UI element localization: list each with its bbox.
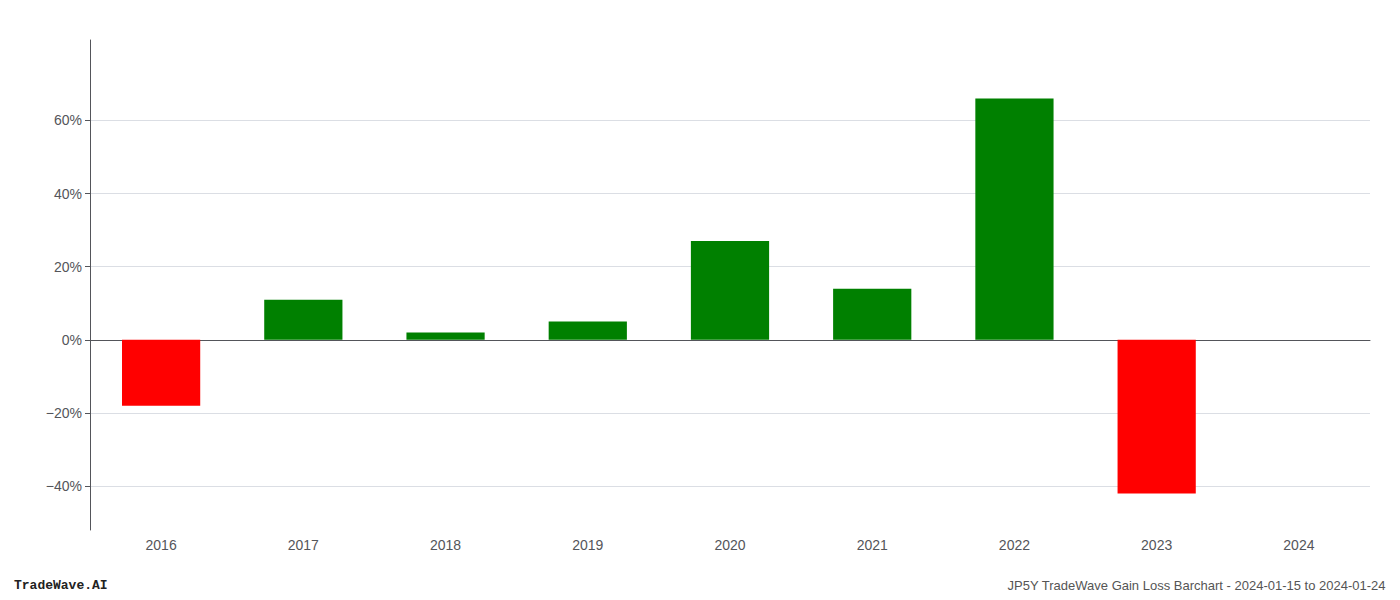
svg-text:2024: 2024 bbox=[1283, 537, 1314, 553]
svg-text:TradeWave.AI: TradeWave.AI bbox=[14, 578, 108, 593]
svg-text:JP5Y TradeWave Gain Loss Barch: JP5Y TradeWave Gain Loss Barchart - 2024… bbox=[1008, 578, 1386, 593]
svg-text:2020: 2020 bbox=[714, 537, 745, 553]
svg-text:40%: 40% bbox=[54, 186, 82, 202]
svg-text:20%: 20% bbox=[54, 259, 82, 275]
svg-text:0%: 0% bbox=[62, 332, 82, 348]
svg-text:2022: 2022 bbox=[999, 537, 1030, 553]
svg-text:−40%: −40% bbox=[46, 478, 82, 494]
svg-text:2017: 2017 bbox=[288, 537, 319, 553]
svg-text:60%: 60% bbox=[54, 112, 82, 128]
svg-text:2018: 2018 bbox=[430, 537, 461, 553]
svg-text:2023: 2023 bbox=[1141, 537, 1172, 553]
svg-text:2021: 2021 bbox=[857, 537, 888, 553]
svg-text:2019: 2019 bbox=[572, 537, 603, 553]
svg-text:2016: 2016 bbox=[146, 537, 177, 553]
svg-text:−20%: −20% bbox=[46, 405, 82, 421]
